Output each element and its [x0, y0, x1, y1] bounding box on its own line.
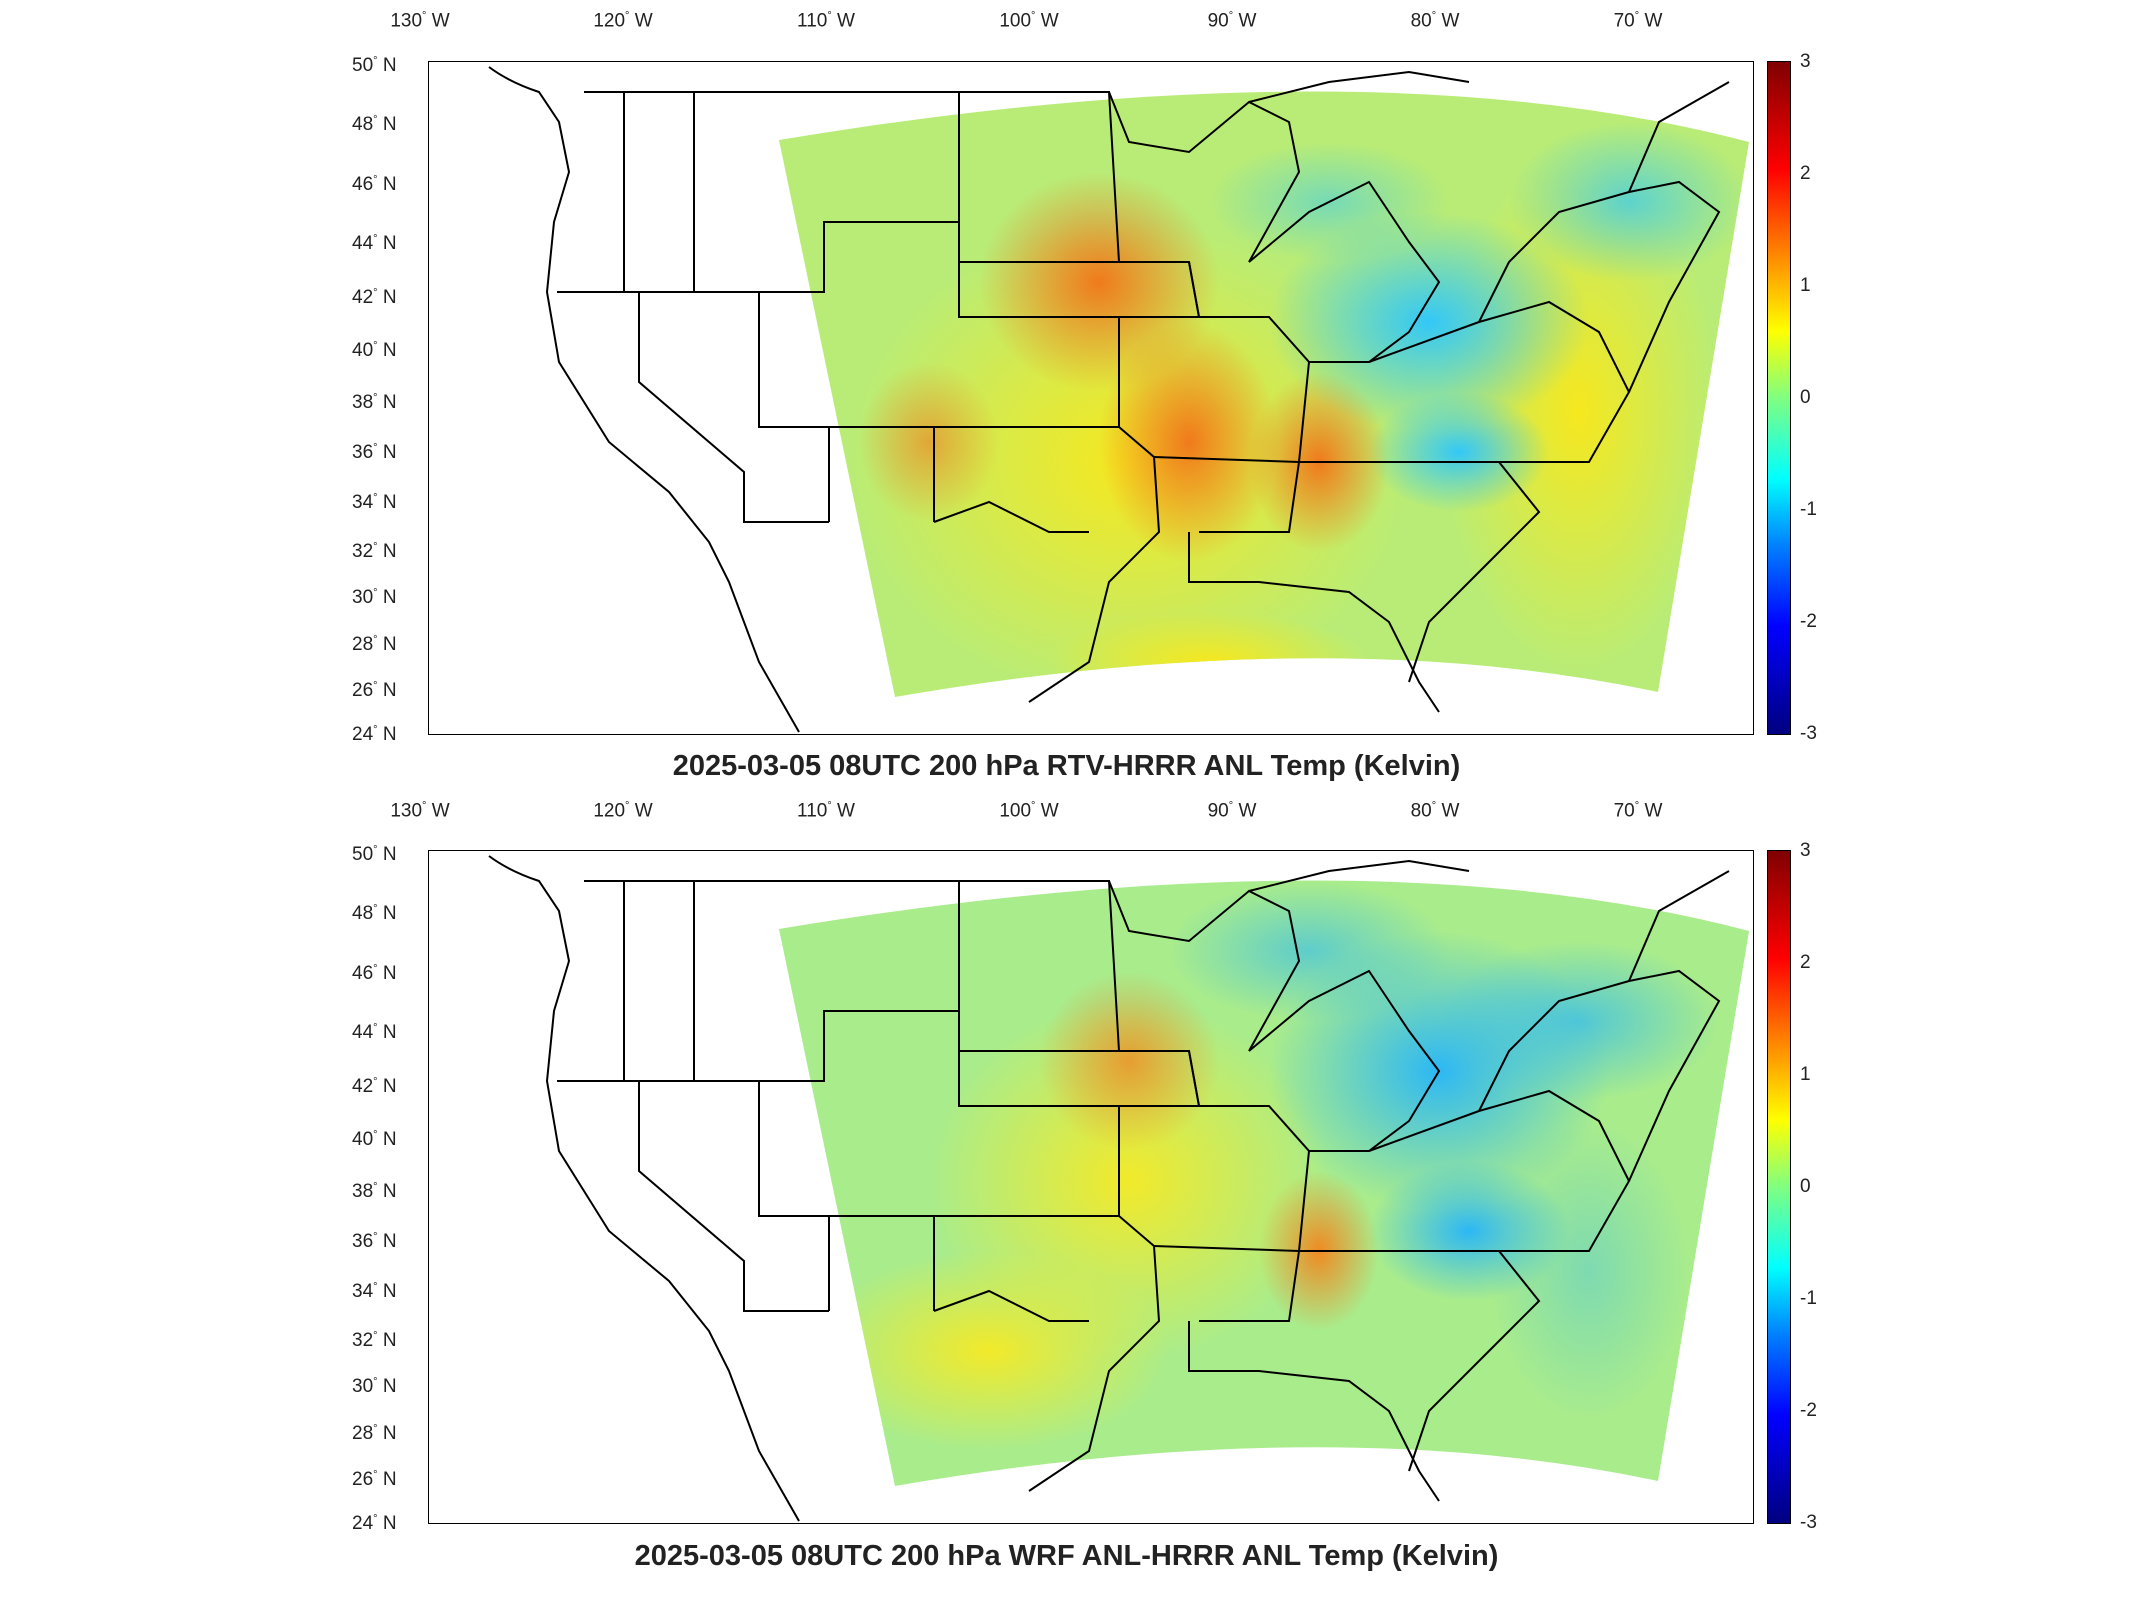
lat-label: 46° N [352, 173, 397, 196]
lat-label: 36° N [352, 441, 397, 464]
lat-label: 32° N [352, 1329, 397, 1352]
lat-label: 48° N [352, 902, 397, 925]
colorbar-tick: 0 [1800, 387, 1811, 408]
temperature-difference-map [488, 66, 1749, 733]
state-boundaries [488, 66, 1730, 733]
temperature-difference-map [488, 855, 1749, 1522]
lon-label: 100° W [999, 800, 1059, 822]
colorbar-tick: 1 [1800, 275, 1811, 296]
lat-label: 50° N [352, 843, 397, 866]
colorbar [1767, 61, 1791, 735]
lat-label: 34° N [352, 1280, 397, 1303]
rtv-panel: 130° W 120° W 110° W 100° W 90° W 80° W … [0, 0, 2133, 790]
lat-label: 32° N [352, 540, 397, 563]
lon-label: 110° W [797, 800, 855, 822]
lat-label: 30° N [352, 1375, 397, 1398]
colorbar-tick: 2 [1800, 163, 1811, 184]
lon-label: 90° W [1207, 800, 1257, 822]
colorbar-tick: 2 [1800, 952, 1811, 973]
lat-label: 50° N [352, 54, 397, 77]
lat-label: 42° N [352, 286, 397, 309]
lat-label: 24° N [352, 1512, 397, 1535]
colorbar-tick: -3 [1800, 723, 1817, 744]
map-plot-area [428, 850, 1754, 1524]
colorbar-tick: 0 [1800, 1176, 1811, 1197]
map-title: 2025-03-05 08UTC 200 hPa RTV-HRRR ANL Te… [672, 750, 1461, 782]
lon-label: 80° W [1410, 10, 1460, 32]
colorbar-tick: -1 [1800, 499, 1817, 520]
lon-label: 100° W [999, 10, 1059, 32]
model-domain [779, 880, 1749, 1487]
lat-label: 46° N [352, 962, 397, 985]
lat-label: 48° N [352, 113, 397, 136]
colorbar-tick: -1 [1800, 1288, 1817, 1309]
wrf-panel: 130° W 120° W 110° W 100° W 90° W 80° W … [0, 790, 2133, 1600]
map-title: 2025-03-05 08UTC 200 hPa WRF ANL-HRRR AN… [634, 1540, 1499, 1572]
lat-label: 44° N [352, 1021, 397, 1044]
lat-label: 26° N [352, 1468, 397, 1491]
lon-label: 120° W [593, 10, 653, 32]
lat-label: 38° N [352, 391, 397, 414]
lon-label: 80° W [1410, 800, 1460, 822]
lat-label: 42° N [352, 1075, 397, 1098]
colorbar [1767, 850, 1791, 1524]
lat-label: 30° N [352, 586, 397, 609]
lat-label: 36° N [352, 1230, 397, 1253]
state-boundaries [488, 855, 1730, 1522]
lat-label: 40° N [352, 1128, 397, 1151]
lon-label: 130° W [390, 800, 450, 822]
lat-label: 34° N [352, 491, 397, 514]
colorbar-tick: 1 [1800, 1064, 1811, 1085]
colorbar-tick: -2 [1800, 1400, 1817, 1421]
colorbar-tick: -3 [1800, 1512, 1817, 1533]
lon-label: 70° W [1613, 10, 1663, 32]
colorbar-tick: 3 [1800, 51, 1811, 72]
lat-label: 44° N [352, 232, 397, 255]
colorbar-tick: 3 [1800, 840, 1811, 861]
lon-label: 120° W [593, 800, 653, 822]
colorbar-tick: -2 [1800, 611, 1817, 632]
map-plot-area [428, 61, 1754, 735]
lat-label: 28° N [352, 1422, 397, 1445]
lat-label: 40° N [352, 339, 397, 362]
lon-label: 110° W [797, 10, 855, 32]
model-domain [779, 91, 1749, 698]
lon-label: 70° W [1613, 800, 1663, 822]
lat-label: 26° N [352, 679, 397, 702]
lat-label: 28° N [352, 633, 397, 656]
lon-label: 130° W [390, 10, 450, 32]
lon-label: 90° W [1207, 10, 1257, 32]
lat-label: 24° N [352, 723, 397, 746]
lat-label: 38° N [352, 1180, 397, 1203]
